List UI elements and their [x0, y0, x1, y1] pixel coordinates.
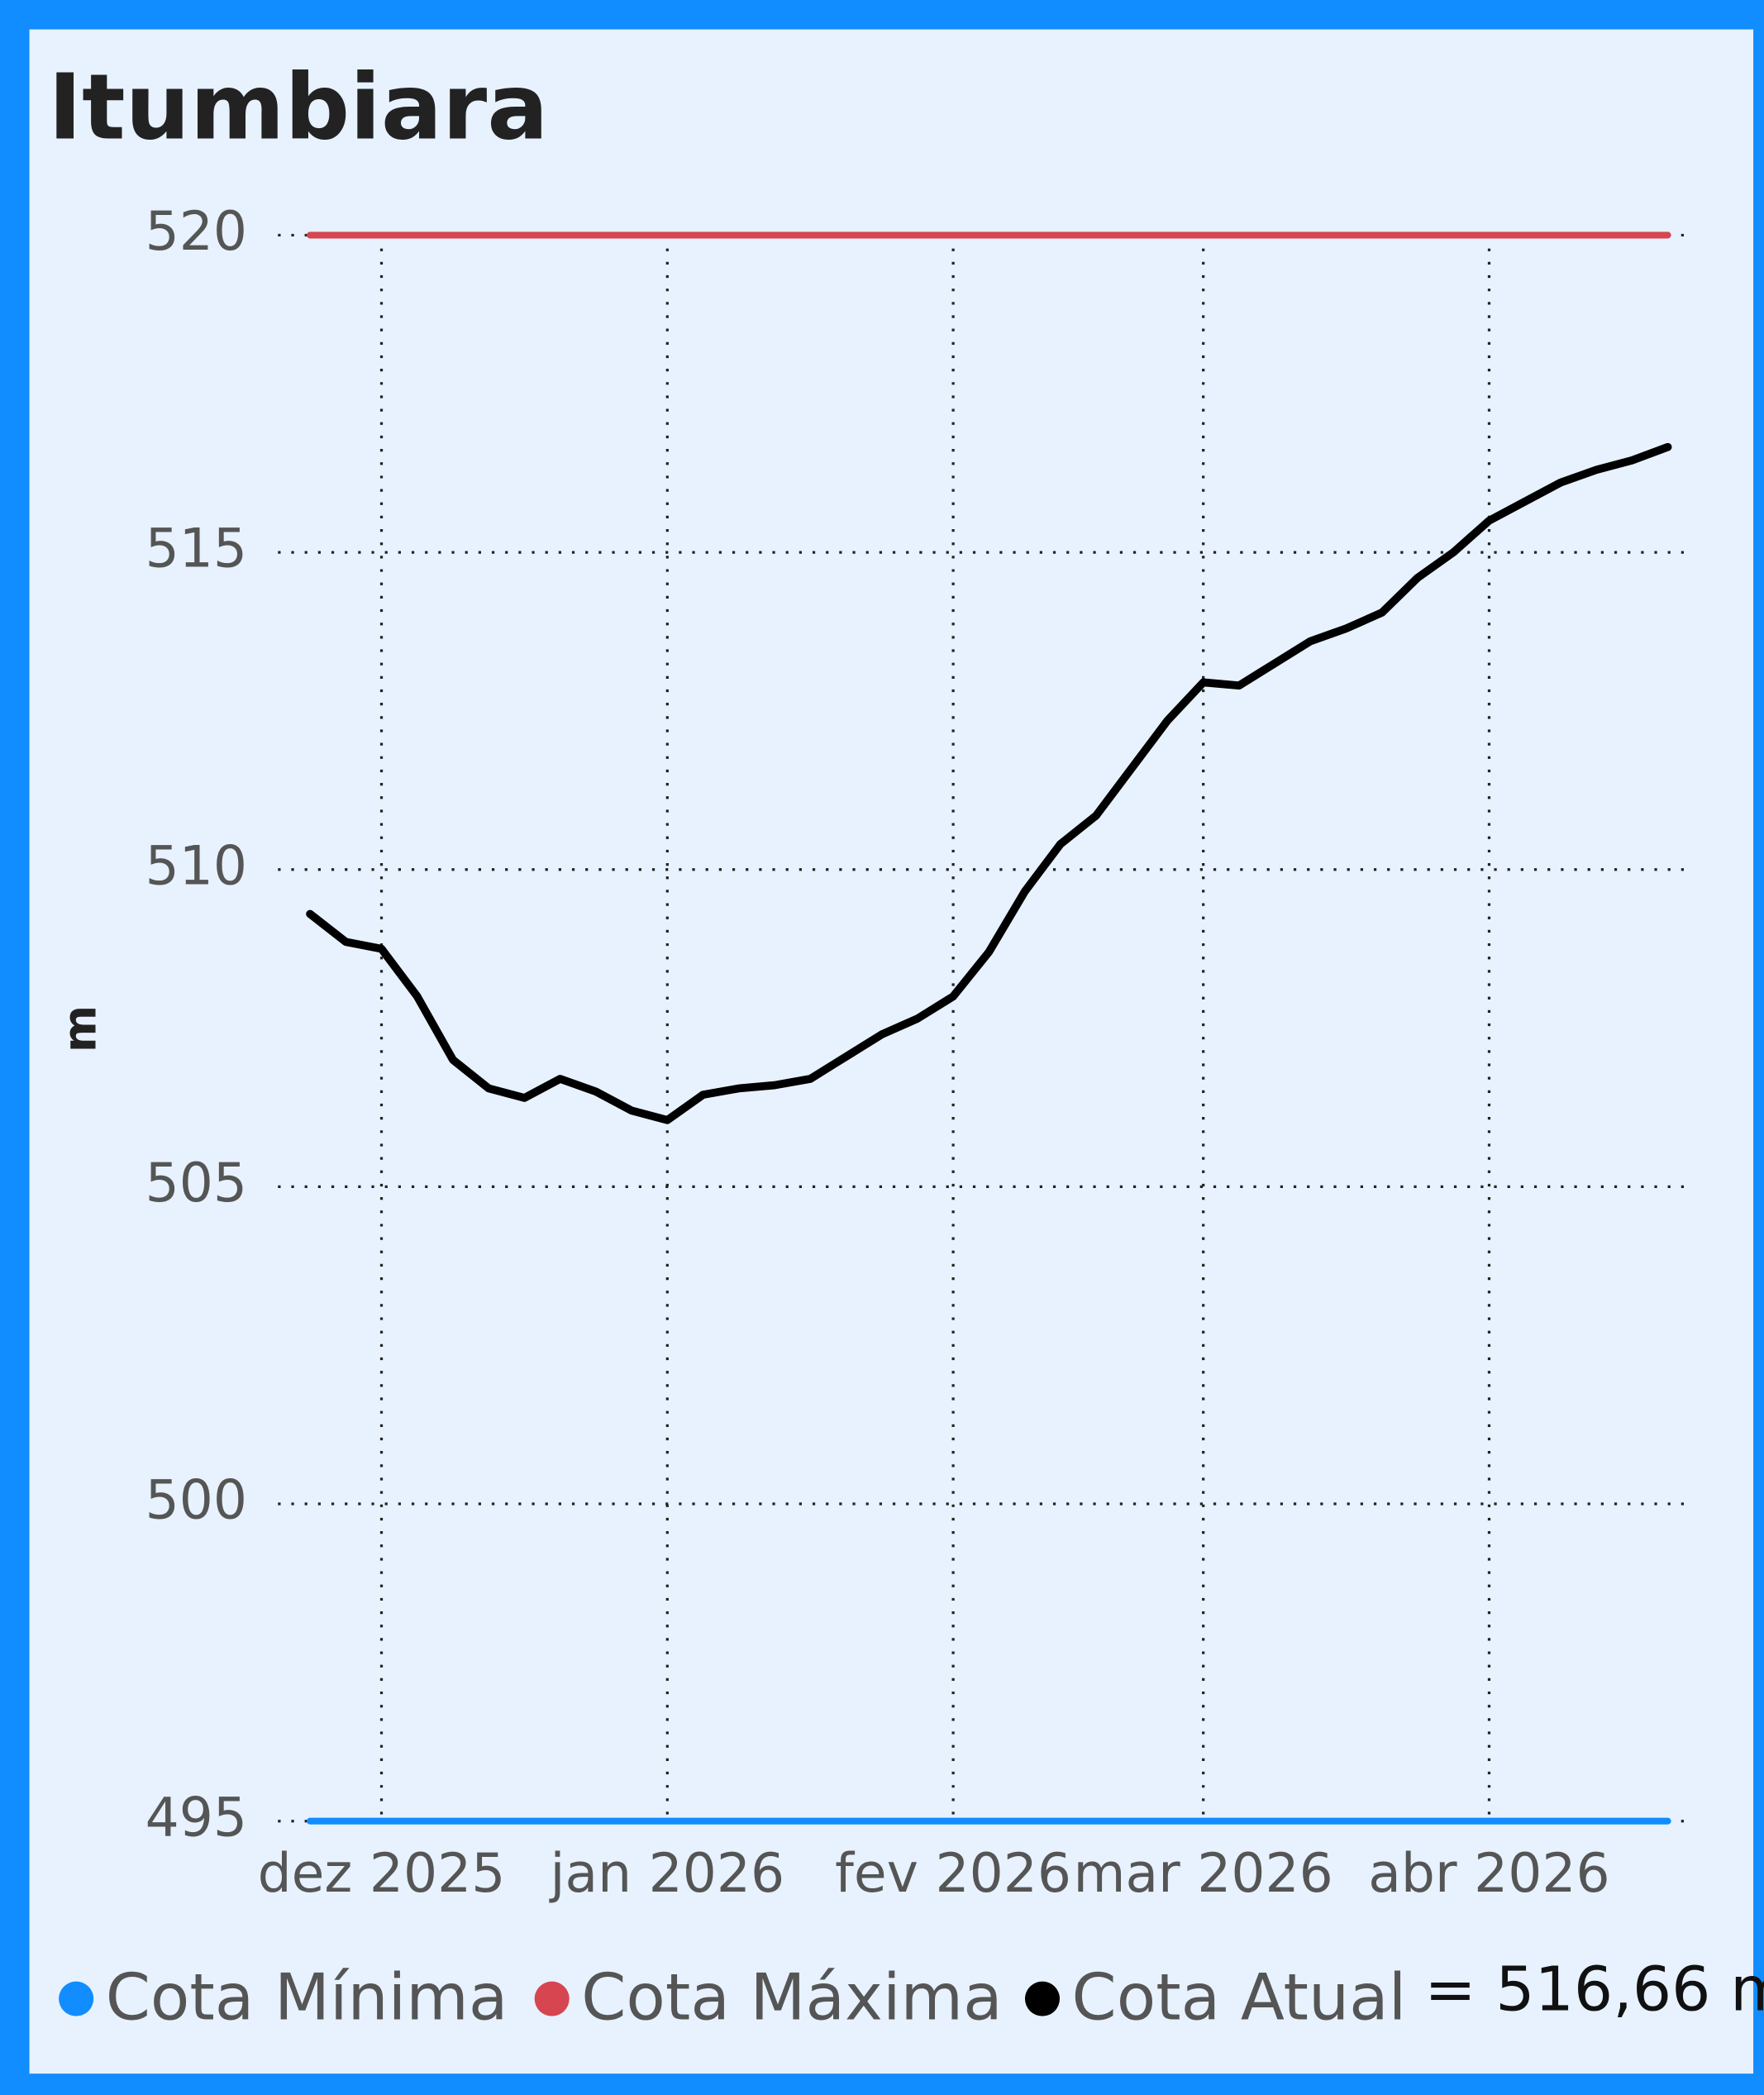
x-tick-label: abr 2026 — [1368, 1843, 1609, 1905]
y-tick-label: 510 — [145, 835, 247, 897]
y-tick-label: 520 — [145, 201, 247, 263]
legend-marker — [59, 1981, 94, 2016]
legend-label: Cota Atual — [1072, 1960, 1407, 2035]
line-series — [306, 442, 1672, 1124]
x-tick-label: mar 2026 — [1074, 1843, 1333, 1905]
y-tick-label: 505 — [145, 1152, 247, 1215]
annotation: = 516,66 m — [1424, 1954, 1764, 2026]
x-tick-label: jan 2026 — [548, 1843, 784, 1905]
chart-title: Itumbiara — [48, 55, 548, 160]
legend-label: Cota Mínima — [106, 1960, 508, 2035]
x-tick-label: dez 2025 — [258, 1843, 506, 1905]
legend-marker — [1024, 1981, 1061, 2016]
y-tick-label: 515 — [145, 518, 247, 580]
x-tick-label: fev 2026 — [835, 1843, 1071, 1905]
legend-label: Cota Máxima — [581, 1960, 1002, 2035]
y-tick-label: 495 — [145, 1787, 247, 1849]
y-tick-label: 500 — [145, 1470, 247, 1532]
legend-marker — [534, 1981, 570, 2016]
y-axis-label: m — [53, 1005, 106, 1052]
panel — [29, 29, 1754, 2074]
